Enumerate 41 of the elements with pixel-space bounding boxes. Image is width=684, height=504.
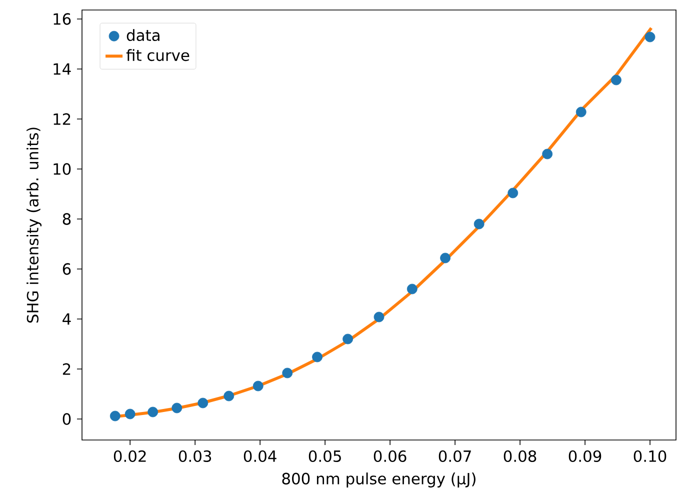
point	[110, 410, 120, 422]
point	[440, 252, 450, 264]
point	[644, 32, 656, 42]
x-tick-label: 0.04	[244, 450, 276, 462]
point	[474, 218, 484, 230]
point	[542, 148, 553, 160]
y-tick-label: 16	[54, 13, 71, 25]
x-tick-label: 0.07	[438, 450, 471, 462]
point	[124, 408, 136, 420]
y-tick-label: 8	[62, 213, 71, 225]
point	[172, 402, 182, 414]
y-tick-label: 0	[62, 413, 71, 425]
point	[252, 380, 264, 392]
x-tick-label: 0.08	[504, 450, 536, 462]
point	[148, 406, 158, 418]
legend-label: data	[126, 29, 160, 42]
x-axis-title: 800 nm pulse energy (µJ)	[282, 472, 476, 488]
point	[576, 106, 586, 118]
x-tick-label: 0.03	[178, 450, 212, 462]
point	[406, 284, 418, 294]
y-tick-label: 12	[54, 113, 70, 125]
point	[282, 368, 293, 378]
point	[312, 352, 322, 362]
x-tick-label: 0.09	[568, 450, 602, 462]
y-tick-label: 10	[54, 163, 71, 175]
y-tick-label: 14	[54, 63, 71, 75]
point	[342, 334, 354, 344]
point	[611, 74, 622, 86]
point	[374, 312, 384, 322]
x-tick-label: 0.02	[114, 450, 146, 462]
x-tick-label: 0.10	[634, 450, 666, 462]
y-tick-label: 6	[62, 263, 71, 275]
legend-label: fit curve	[126, 49, 190, 62]
y-tick-label: 2	[62, 363, 70, 375]
y-tick-label: 4	[62, 313, 71, 325]
y-axis-title: SHG intensity (arb. units)	[26, 128, 42, 323]
point	[198, 398, 208, 408]
x-tick-label: 0.05	[308, 450, 341, 462]
point	[508, 188, 518, 198]
point	[224, 390, 234, 402]
x-tick-label: 0.06	[374, 450, 406, 462]
